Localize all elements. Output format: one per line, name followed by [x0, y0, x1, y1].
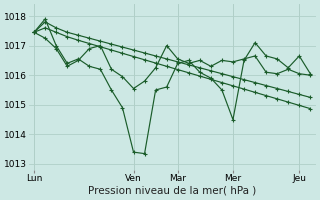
X-axis label: Pression niveau de la mer( hPa ): Pression niveau de la mer( hPa )	[88, 186, 256, 196]
